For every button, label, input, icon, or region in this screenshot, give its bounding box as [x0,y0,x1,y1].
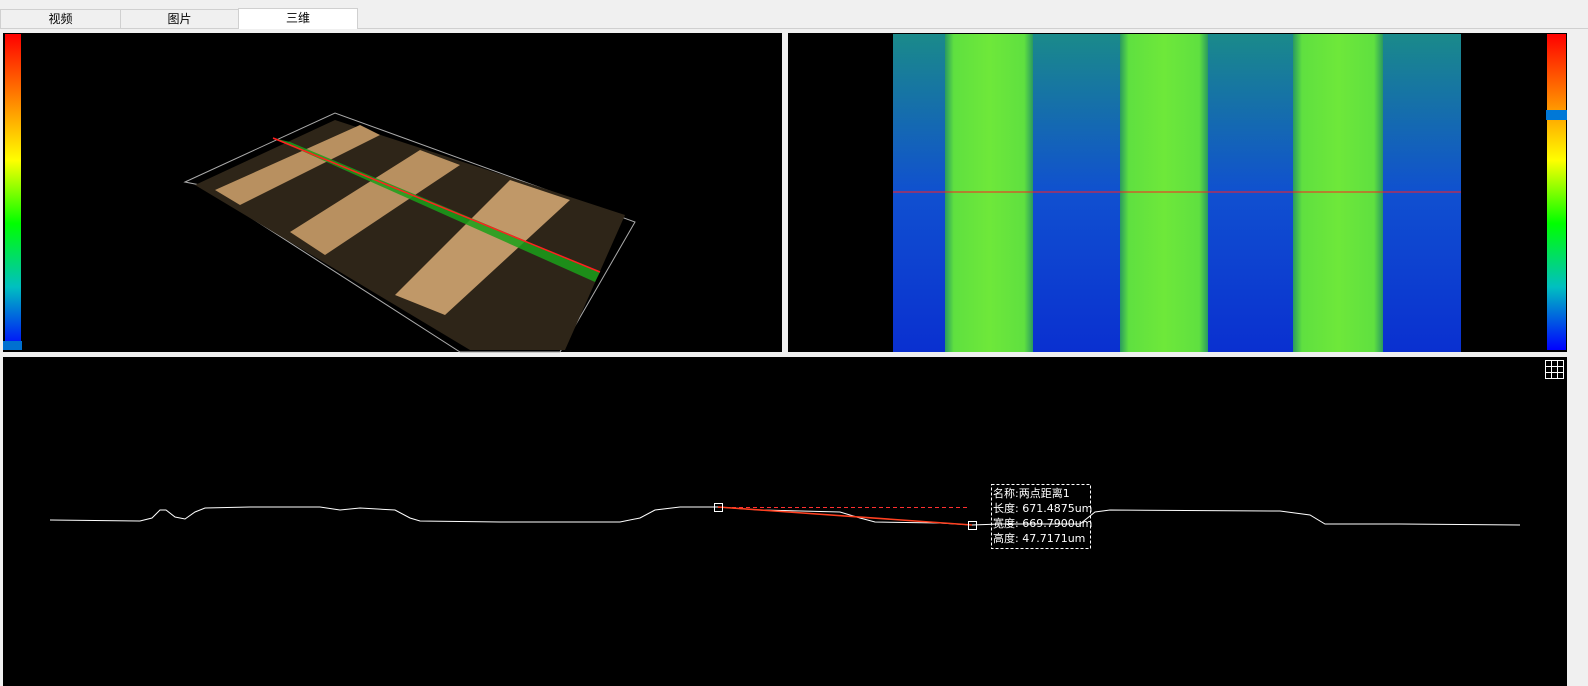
height-map [893,34,1461,352]
tab[interactable]: 图片 [120,9,239,28]
measure-label-box [991,484,1091,549]
measure-point[interactable] [968,521,977,530]
scale-handle[interactable] [3,341,22,350]
measure-label: 长度: 671.4875um [993,501,1092,515]
measure-line [717,506,973,526]
measure-label: 高度: 47.7171um [993,531,1085,545]
profile-line [49,506,1521,526]
scale-handle[interactable] [1546,110,1567,120]
tab[interactable]: 三维 [238,8,358,29]
measure-label: 宽度: 669.7900um [993,516,1092,530]
tab-bar: 视频 图片 三维 [0,0,1588,29]
color-scale [5,34,21,350]
grid-toggle[interactable] [1545,360,1564,379]
profile-view[interactable] [3,357,1567,686]
measure-label: 名称:两点距离1 [993,486,1070,500]
3d-surface [183,112,636,353]
measure-point[interactable] [714,503,723,512]
